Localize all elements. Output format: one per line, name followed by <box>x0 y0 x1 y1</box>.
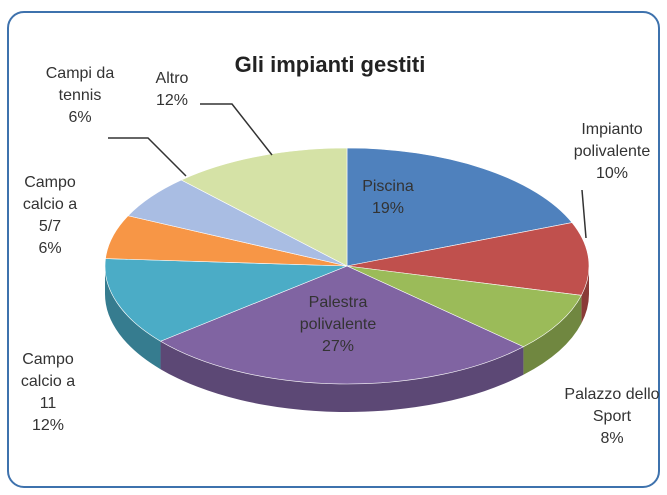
category-label: Palazzo dello Sport <box>564 386 660 425</box>
slice-label: Campi da tennis 6% <box>40 63 120 129</box>
slice <box>346 222 590 296</box>
slice <box>159 265 525 385</box>
category-label: Palestra polivalente <box>299 294 377 333</box>
slice-label: Palazzo dello Sport 8% <box>557 384 667 450</box>
slice-label: Piscina 19% <box>343 176 433 220</box>
category-label: Campi da tennis <box>45 65 115 104</box>
slice-side <box>160 341 524 412</box>
leader-line <box>581 189 587 239</box>
value-label: 8% <box>600 430 624 447</box>
slice-side <box>105 266 161 370</box>
category-label: Piscina <box>362 178 414 195</box>
slice <box>104 258 348 342</box>
value-label: 6% <box>68 109 92 126</box>
category-label: Campo calcio a 11 <box>20 351 76 412</box>
leader-lines <box>108 103 587 239</box>
value-label: 6% <box>38 240 62 257</box>
leader-line <box>200 103 273 156</box>
leader-line <box>108 137 187 177</box>
slice <box>346 265 582 348</box>
pie <box>104 147 590 412</box>
value-label: 27% <box>321 338 355 355</box>
slice-label: Campo calcio a 5/7 6% <box>14 172 86 260</box>
slice-label: Altro 12% <box>148 68 196 112</box>
value-label: 10% <box>595 165 629 182</box>
category-label: Impianto polivalente <box>573 121 651 160</box>
value-label: 19% <box>371 200 405 217</box>
value-label: 12% <box>155 92 189 109</box>
slice-label: Campo calcio a 11 12% <box>12 349 84 437</box>
category-label: Altro <box>155 70 189 87</box>
slice <box>180 147 348 267</box>
slice-side <box>523 295 582 375</box>
slice <box>346 147 573 267</box>
value-label: 12% <box>31 417 65 434</box>
slice-label: Impianto polivalente 10% <box>552 119 667 185</box>
category-label: Campo calcio a 5/7 <box>22 174 78 235</box>
slice-side <box>581 266 589 324</box>
slice-label: Palestra polivalente 27% <box>273 292 403 358</box>
chart-title: Gli impianti gestiti <box>235 52 426 77</box>
